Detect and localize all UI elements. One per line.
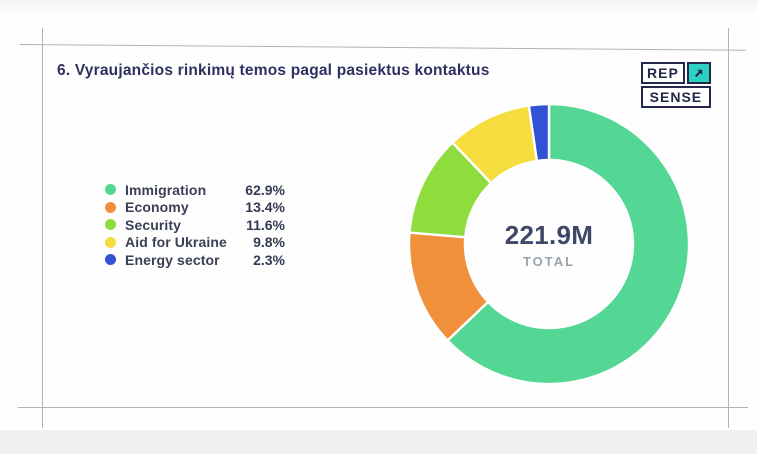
legend-item-aid-for-ukraine: Aid for Ukraine 9.8% (105, 234, 285, 252)
legend-value: 9.8% (253, 234, 285, 251)
legend-item-economy: Economy 13.4% (105, 199, 285, 217)
legend-dot-immigration (105, 184, 116, 196)
legend-value: 62.9% (245, 181, 285, 198)
donut-slice-immigration (445, 102, 691, 386)
logo-text-sense: SENSE (641, 86, 711, 108)
page-title: 6. Vyraujančios rinkimų temos pagal pasi… (57, 62, 490, 79)
donut-slice-energy-sector (527, 102, 551, 163)
legend-dot-aid-for-ukraine (105, 236, 116, 248)
donut-chart: 221.9M TOTAL (407, 102, 691, 386)
legend-item-security: Security 11.6% (105, 216, 285, 234)
legend-value: 2.3% (253, 251, 285, 268)
frame-line-left (42, 28, 43, 428)
arrow-up-right-icon (686, 62, 711, 84)
logo-text-rep: REP (641, 62, 685, 84)
bottom-margin-strip (0, 430, 757, 454)
legend-label: Aid for Ukraine (125, 234, 227, 251)
donut-svg (407, 102, 691, 386)
legend-label: Security (125, 216, 182, 233)
chart-legend: Immigration 62.9% Economy 13.4% Security… (105, 181, 285, 269)
legend-value: 11.6% (246, 216, 285, 233)
legend-item-immigration: Immigration 62.9% (105, 181, 285, 199)
legend-dot-energy-sector (105, 254, 116, 266)
frame-line-top (19, 44, 746, 51)
legend-label: Immigration (125, 181, 207, 198)
frame-line-right (728, 28, 729, 428)
legend-dot-security (105, 219, 116, 231)
legend-label: Economy (125, 199, 189, 216)
top-fade (0, 0, 757, 14)
legend-item-energy-sector: Energy sector 2.3% (105, 251, 285, 269)
legend-value: 13.4% (245, 199, 285, 216)
repsense-logo: REP SENSE (641, 62, 711, 108)
legend-dot-economy (105, 201, 116, 213)
legend-label: Energy sector (125, 251, 220, 268)
logo-row-1: REP (641, 62, 711, 84)
frame-line-bottom (18, 407, 748, 408)
